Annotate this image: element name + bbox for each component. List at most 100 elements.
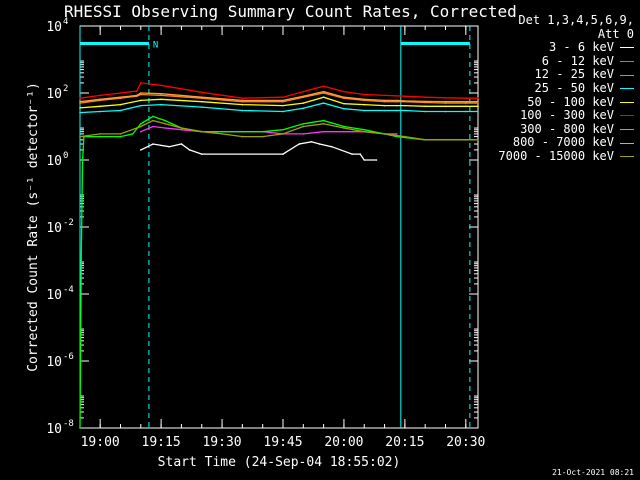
x-tick-label: 19:15 xyxy=(142,435,181,450)
data-point xyxy=(180,127,183,129)
legend-item: 3 - 6 keV xyxy=(484,41,634,55)
legend-item: 7000 - 15000 keV xyxy=(484,148,634,164)
data-point xyxy=(322,123,325,125)
x-axis-label: Start Time (24-Sep-04 18:55:02) xyxy=(158,455,401,470)
legend-item-label: 25 - 50 keV xyxy=(534,80,614,95)
data-point xyxy=(135,90,138,92)
legend-swatch xyxy=(620,61,634,63)
data-point xyxy=(140,125,142,128)
data-point xyxy=(241,97,244,99)
data-point xyxy=(359,153,361,155)
data-point xyxy=(343,96,345,98)
data-point xyxy=(119,135,122,138)
data-point xyxy=(363,109,366,112)
y-tick-exponent: 2 xyxy=(63,84,68,94)
data-point xyxy=(99,110,101,113)
data-point xyxy=(188,149,191,151)
legend-item-label: 800 - 7000 keV xyxy=(512,135,614,150)
data-point xyxy=(152,143,154,145)
data-point xyxy=(465,97,467,99)
data-point xyxy=(119,92,122,94)
data-point xyxy=(152,119,154,122)
x-tick-label: 20:30 xyxy=(446,435,485,450)
data-point xyxy=(404,109,406,112)
data-point xyxy=(395,99,398,102)
y-tick-label: 10 xyxy=(46,422,62,437)
data-point xyxy=(465,102,467,104)
data-point xyxy=(395,104,398,107)
data-point xyxy=(119,103,122,106)
data-point xyxy=(383,109,386,112)
data-point xyxy=(140,104,142,107)
legend-item: 6 - 12 keV xyxy=(484,54,634,69)
data-point xyxy=(241,103,244,106)
data-point xyxy=(351,153,353,155)
data-point xyxy=(221,133,223,135)
data-point xyxy=(221,130,223,133)
data-point xyxy=(383,99,386,102)
data-point xyxy=(375,159,378,161)
y-tick-exponent: 4 xyxy=(63,17,68,27)
x-tick-label: 19:45 xyxy=(263,435,302,450)
y-tick-label: 10 xyxy=(46,355,62,370)
data-point xyxy=(164,127,166,129)
data-point xyxy=(81,159,84,161)
data-point xyxy=(241,99,244,102)
legend-swatch xyxy=(620,101,634,103)
data-point xyxy=(298,143,301,145)
data-point xyxy=(140,99,142,102)
y-tick-exponent: 0 xyxy=(63,151,68,161)
data-point xyxy=(343,130,345,133)
data-point xyxy=(477,105,479,108)
data-point xyxy=(80,259,83,262)
data-point xyxy=(140,92,142,94)
data-point xyxy=(282,153,284,155)
data-point xyxy=(79,97,81,99)
legend-swatch xyxy=(620,142,634,144)
data-point xyxy=(79,102,81,104)
y-tick-label: 10 xyxy=(46,87,62,102)
data-point xyxy=(343,102,345,105)
data-point xyxy=(152,115,154,118)
data-point xyxy=(160,84,162,87)
data-point xyxy=(200,153,203,155)
data-point xyxy=(140,130,142,133)
data-point xyxy=(424,105,426,108)
data-point xyxy=(164,119,166,122)
data-point xyxy=(99,94,101,97)
data-point xyxy=(322,96,325,98)
data-point xyxy=(135,94,138,97)
data-point xyxy=(200,91,203,94)
data-point xyxy=(444,139,447,141)
data-point xyxy=(119,96,122,98)
y-tick-exponent: -2 xyxy=(63,218,74,228)
data-point xyxy=(140,123,142,125)
y-tick-label: 10 xyxy=(46,221,62,236)
legend-header-line-1: Det 1,3,4,5,6,9, xyxy=(518,13,634,27)
legend-swatch xyxy=(620,115,634,117)
legend-swatch xyxy=(620,129,634,131)
data-point xyxy=(131,133,134,135)
legend-item-label: 7000 - 15000 keV xyxy=(498,148,614,163)
data-point xyxy=(444,100,447,103)
data-point xyxy=(318,143,321,145)
data-point xyxy=(282,100,284,103)
data-point xyxy=(119,109,122,112)
legend-swatch xyxy=(620,47,634,49)
data-point xyxy=(424,96,426,98)
data-point xyxy=(140,149,142,151)
legend-item-label: 300 - 800 keV xyxy=(520,121,614,136)
data-point xyxy=(99,99,101,102)
data-point xyxy=(241,130,244,133)
data-point xyxy=(282,104,284,107)
data-point xyxy=(322,92,325,94)
data-point xyxy=(363,128,366,131)
data-point xyxy=(160,94,162,97)
data-point xyxy=(282,128,284,131)
legend-item: 100 - 300 keV xyxy=(484,109,634,123)
data-point xyxy=(79,111,81,114)
data-point xyxy=(383,94,386,97)
data-point xyxy=(322,102,325,104)
data-point xyxy=(79,427,81,429)
data-point xyxy=(241,100,244,103)
